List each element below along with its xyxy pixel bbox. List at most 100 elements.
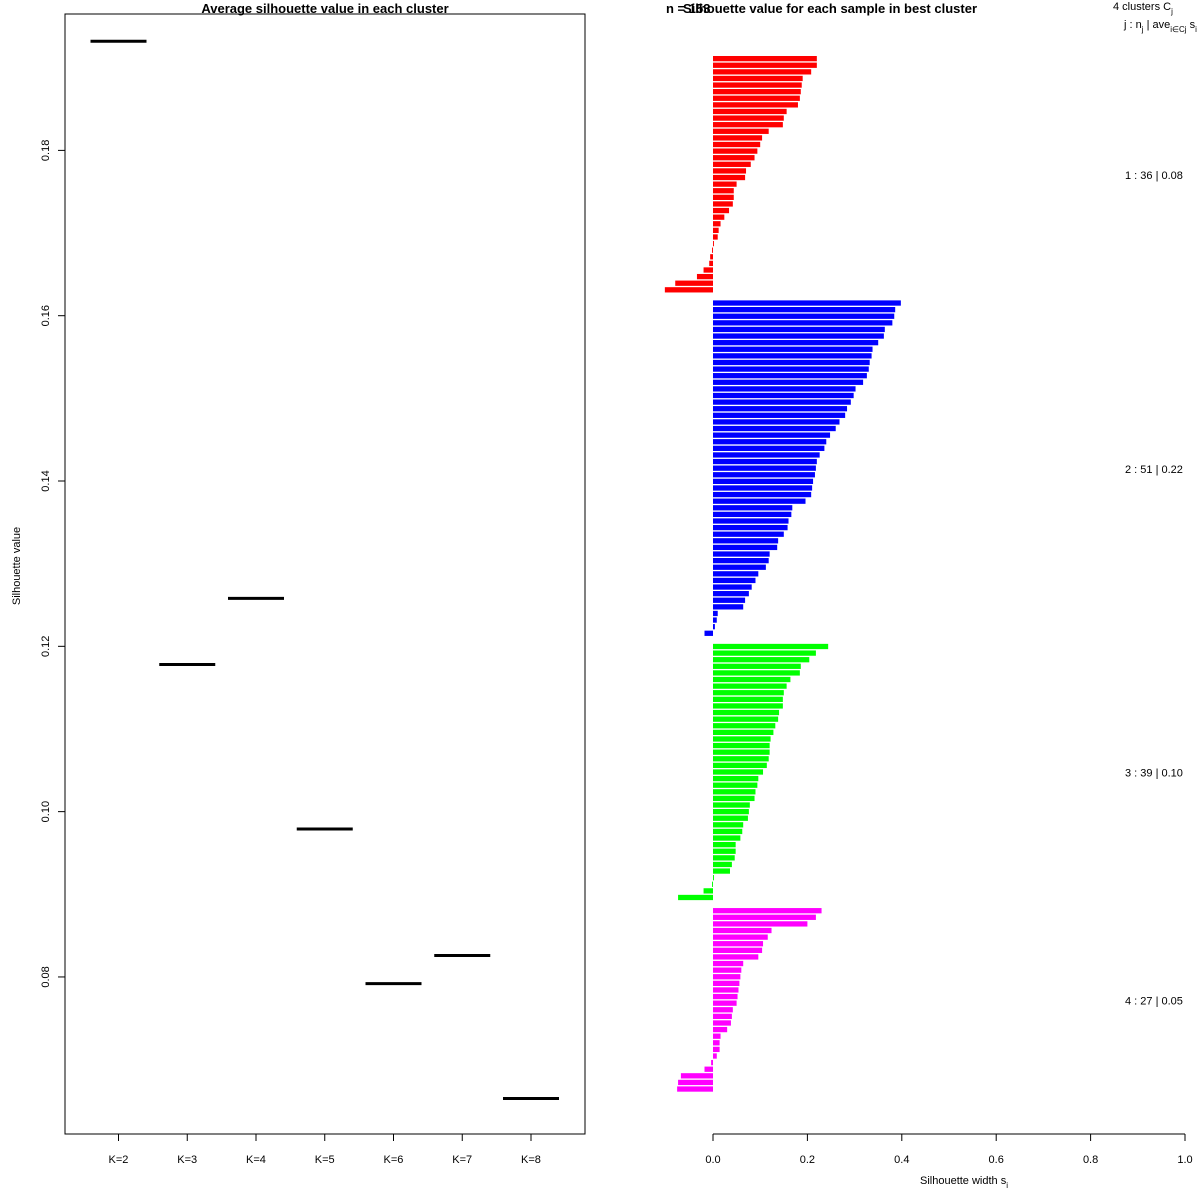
- silhouette-bar-cluster-3: [713, 683, 787, 689]
- silhouette-bar-cluster-2: [713, 551, 770, 557]
- silhouette-bar-cluster-2: [713, 505, 793, 511]
- silhouette-bar-cluster-1: [664, 287, 713, 293]
- silhouette-bar-cluster-4: [713, 967, 742, 973]
- right-x-tick-label: 0.2: [800, 1154, 815, 1166]
- silhouette-bar-cluster-1: [713, 135, 763, 141]
- silhouette-bar-cluster-3: [713, 696, 783, 702]
- silhouette-bar-cluster-4: [713, 987, 739, 993]
- silhouette-bar-cluster-3: [712, 881, 713, 887]
- silhouette-bar-cluster-2: [713, 531, 784, 537]
- silhouette-bar-cluster-2: [713, 591, 749, 597]
- silhouette-bar-cluster-1: [713, 95, 800, 101]
- silhouette-bar-cluster-4: [680, 1073, 713, 1079]
- silhouette-bar-cluster-3: [713, 736, 771, 742]
- silhouette-bar-cluster-3: [713, 690, 784, 696]
- silhouette-bar-cluster-2: [713, 392, 854, 399]
- silhouette-bar-cluster-3: [713, 782, 758, 788]
- silhouette-bar-cluster-2: [713, 485, 813, 491]
- silhouette-bar-cluster-2: [713, 524, 788, 531]
- silhouette-bar-cluster-1: [713, 221, 721, 227]
- left-y-tick-label: 0.12: [40, 636, 52, 657]
- silhouette-bar-cluster-4: [713, 941, 764, 947]
- silhouette-bar-cluster-1: [696, 273, 713, 280]
- left-x-tick-label: K=7: [452, 1154, 472, 1166]
- silhouette-bar-cluster-2: [713, 412, 846, 418]
- silhouette-bar-cluster-2: [713, 379, 864, 385]
- silhouette-bar-cluster-4: [713, 1020, 731, 1026]
- right-chart-title-overlap: n = 153: [666, 1, 710, 16]
- silhouette-bar-cluster-1: [713, 75, 803, 82]
- silhouette-bar-cluster-1: [713, 161, 751, 167]
- silhouette-bar-cluster-1: [713, 174, 746, 181]
- silhouette-bar-cluster-3: [713, 789, 756, 795]
- silhouette-bar-cluster-3: [713, 723, 776, 729]
- silhouette-bar-cluster-2: [713, 425, 836, 432]
- silhouette-bar-cluster-3: [713, 808, 749, 815]
- silhouette-bar-cluster-1: [713, 128, 769, 134]
- silhouette-bar-cluster-2: [713, 399, 851, 405]
- right-x-axis: 0.0 0.2 0.4 0.6 0.8 1.0: [705, 1134, 1193, 1166]
- silhouette-bar-cluster-1: [713, 234, 718, 240]
- left-y-axis-label: Silhouette value: [11, 527, 23, 605]
- silhouette-bar-cluster-4: [713, 960, 744, 967]
- silhouette-bar-cluster-3: [713, 868, 730, 874]
- silhouette-bar-cluster-2: [713, 346, 873, 352]
- silhouette-bar-cluster-2: [713, 518, 789, 524]
- silhouette-bar-cluster-2: [713, 604, 744, 610]
- silhouette-bar-cluster-3: [713, 775, 759, 782]
- silhouette-bar-cluster-1: [713, 62, 817, 68]
- silhouette-bar-cluster-1: [713, 122, 783, 128]
- silhouette-bar-cluster-2: [713, 432, 831, 438]
- left-y-tick-label: 0.14: [40, 470, 52, 491]
- left-y-tick-label: 0.08: [40, 966, 52, 987]
- silhouette-bar-cluster-2: [713, 491, 812, 498]
- silhouette-bar-cluster-1: [710, 254, 713, 260]
- silhouette-bar-cluster-4: [713, 934, 768, 940]
- silhouette-bar-cluster-4: [713, 954, 759, 960]
- silhouette-bar-cluster-1: [713, 181, 737, 187]
- left-y-tick-label: 0.10: [40, 801, 52, 822]
- right-x-axis-label-text: Silhouette width s: [920, 1175, 1007, 1187]
- silhouette-bar-cluster-3: [713, 835, 741, 841]
- left-y-tick-label: 0.16: [40, 305, 52, 326]
- silhouette-bar-cluster-1: [713, 240, 714, 247]
- silhouette-bar-cluster-3: [713, 822, 744, 828]
- right-x-axis-label: Silhouette width si: [920, 1175, 1008, 1190]
- silhouette-bar-cluster-1: [713, 115, 784, 121]
- silhouette-bar-cluster-3: [713, 795, 755, 802]
- silhouette-bar-cluster-1: [709, 260, 713, 267]
- left-x-tick-label: K=2: [109, 1154, 129, 1166]
- silhouette-bar-cluster-2: [713, 458, 817, 465]
- silhouette-bar-cluster-2: [713, 577, 756, 584]
- silhouette-bar-cluster-1: [703, 267, 713, 273]
- silhouette-bar-cluster-2: [713, 478, 814, 485]
- left-plot-marks: [90, 39, 559, 1100]
- silhouette-bar-cluster-4: [713, 1053, 717, 1059]
- silhouette-bar-cluster-4: [713, 1026, 728, 1033]
- silhouette-bar-cluster-3: [713, 756, 769, 762]
- silhouette-bar-cluster-2: [713, 538, 779, 544]
- silhouette-bar-cluster-2: [713, 557, 769, 564]
- silhouette-bar-cluster-3: [713, 742, 770, 749]
- sample-silhouette-panel: n = 153 Silhouette value for each sample…: [664, 1, 1197, 1190]
- silhouette-bar-cluster-4: [713, 1040, 720, 1046]
- silhouette-bar-cluster-2: [713, 313, 895, 319]
- silhouette-bar-cluster-2: [713, 610, 718, 617]
- silhouette-bar-cluster-4: [713, 974, 741, 980]
- silhouette-bar-cluster-3: [713, 643, 829, 650]
- columns-header-c: s: [1187, 19, 1196, 31]
- silhouette-bar-cluster-4: [713, 914, 816, 920]
- silhouette-bar-cluster-4: [713, 908, 822, 914]
- silhouette-bar-cluster-3: [713, 657, 810, 663]
- columns-header-sub3: i: [1195, 25, 1197, 34]
- silhouette-bar-cluster-2: [713, 597, 746, 603]
- silhouette-bar-cluster-2: [713, 465, 816, 471]
- cluster-1-summary-label: 1 : 36 | 0.08: [1125, 170, 1183, 182]
- silhouette-bar-cluster-3: [703, 888, 713, 894]
- silhouette-bar-cluster-4: [711, 1059, 713, 1066]
- silhouette-bar-cluster-1: [713, 168, 747, 174]
- silhouette-bar-cluster-1: [713, 148, 758, 154]
- silhouette-bar-cluster-1: [713, 69, 812, 75]
- left-x-tick-label: K=6: [384, 1154, 404, 1166]
